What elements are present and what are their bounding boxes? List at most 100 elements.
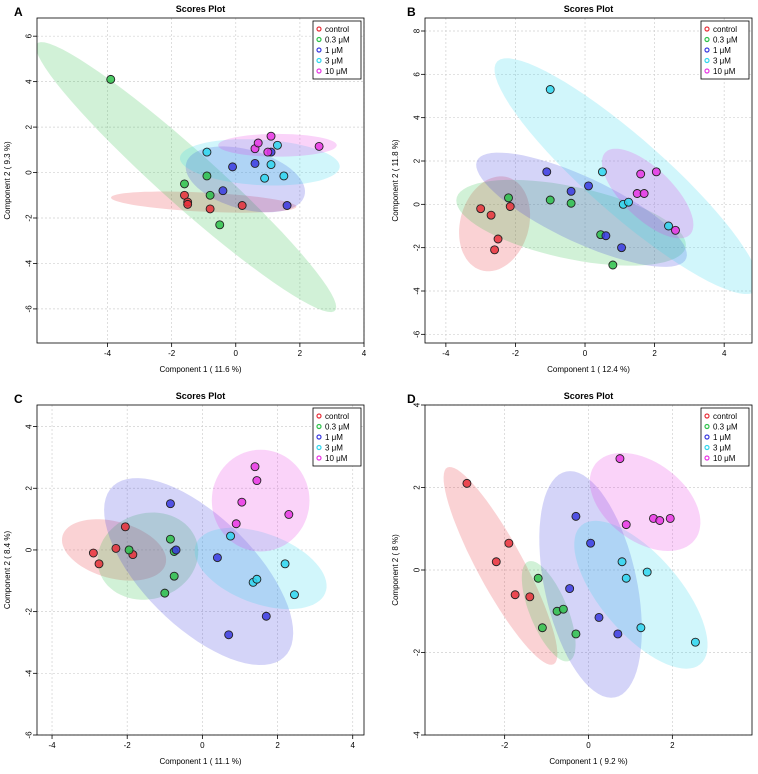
legend-marker bbox=[704, 26, 710, 32]
data-point-3-m bbox=[252, 574, 262, 584]
data-point-control bbox=[183, 199, 193, 209]
y-axis-label: Component 2 ( 8 %) bbox=[391, 534, 400, 606]
data-point-3-m bbox=[272, 140, 282, 150]
data-point-10-m bbox=[671, 225, 680, 235]
data-point-3-m bbox=[280, 559, 290, 569]
data-point-0-3-m bbox=[160, 588, 170, 598]
y-tick-label: -6 bbox=[25, 305, 34, 313]
data-point-control bbox=[525, 592, 535, 602]
data-point-1-m bbox=[594, 612, 604, 622]
data-point-1-m bbox=[171, 545, 181, 555]
y-axis-label: Component 2 ( 9.3 %) bbox=[3, 141, 12, 220]
y-tick-label: -4 bbox=[413, 287, 422, 295]
x-tick-label: 4 bbox=[362, 349, 367, 358]
y-tick-label: -4 bbox=[25, 669, 34, 677]
data-point-0-3-m bbox=[504, 193, 513, 203]
x-tick-label: 2 bbox=[670, 741, 675, 750]
panel-a: A Scores Plot -4 -2 0 2 4 -6 -4 -2 0 2 4 6 Component 1… bbox=[3, 4, 367, 374]
plot-frame bbox=[424, 17, 753, 344]
x-axis-label: Component 1 ( 12.4 %) bbox=[547, 365, 630, 374]
y-tick-label: 0 bbox=[413, 567, 422, 572]
x-tick-label: 0 bbox=[234, 349, 239, 358]
y-tick-label: 6 bbox=[25, 33, 34, 38]
data-point-1-m bbox=[212, 553, 222, 563]
legend-entry: 3 μM bbox=[325, 57, 343, 66]
data-point-control bbox=[493, 234, 503, 244]
data-point-control bbox=[94, 559, 104, 569]
data-point-10-m bbox=[639, 189, 649, 198]
legend-entry: 1 μM bbox=[713, 433, 731, 442]
data-point-10-m bbox=[636, 169, 646, 179]
legend-entry: control bbox=[713, 412, 737, 421]
y-tick-label: -6 bbox=[25, 731, 34, 739]
chart-title: Scores Plot bbox=[564, 4, 614, 14]
data-point-1-m bbox=[601, 231, 611, 241]
points bbox=[106, 74, 324, 230]
points bbox=[88, 462, 299, 640]
data-point-0-3-m bbox=[202, 171, 212, 181]
data-point-control bbox=[120, 522, 130, 532]
legend-marker bbox=[704, 413, 710, 419]
data-point-3-m bbox=[690, 637, 700, 647]
legend-entry: 10 μM bbox=[325, 454, 348, 463]
data-point-control bbox=[476, 204, 486, 214]
data-point-1-m bbox=[165, 499, 175, 509]
data-point-10-m bbox=[263, 147, 273, 157]
y-tick-label: -2 bbox=[413, 244, 422, 252]
x-axis-label: Component 1 ( 9.2 %) bbox=[549, 757, 628, 766]
y-tick-label: -2 bbox=[25, 608, 34, 616]
legend-entry: control bbox=[713, 25, 737, 34]
legend-marker bbox=[316, 68, 322, 74]
legend-marker bbox=[704, 423, 710, 430]
ellipse-3-m bbox=[180, 139, 340, 186]
data-point-control bbox=[504, 538, 514, 548]
data-point-10-m bbox=[250, 462, 260, 472]
data-point-1-m bbox=[586, 538, 596, 548]
ellipse-3-m bbox=[194, 527, 327, 610]
grid bbox=[37, 18, 365, 343]
data-point-control bbox=[486, 210, 496, 220]
legend-marker bbox=[316, 413, 322, 419]
legend-marker bbox=[316, 57, 322, 64]
data-point-3-m bbox=[642, 567, 652, 577]
data-point-10-m bbox=[253, 138, 263, 148]
y-tick-label: 4 bbox=[25, 79, 34, 84]
data-point-0-3-m bbox=[124, 545, 134, 555]
legend-entry: control bbox=[325, 25, 349, 34]
x-tick-label: 0 bbox=[586, 741, 591, 750]
x-tick-label: 4 bbox=[722, 349, 727, 358]
ellipse-3-m bbox=[574, 520, 708, 669]
points bbox=[462, 454, 700, 647]
legend-entry: 0.3 μM bbox=[325, 423, 350, 432]
y-tick-label: 2 bbox=[25, 124, 34, 129]
legend-marker bbox=[316, 423, 322, 430]
legend-marker bbox=[704, 444, 710, 451]
data-point-control bbox=[491, 557, 501, 567]
data-point-3-m bbox=[636, 623, 646, 633]
data-point-0-3-m bbox=[205, 190, 215, 200]
legend-entry: 0.3 μM bbox=[713, 36, 738, 45]
data-point-1-m bbox=[613, 629, 623, 639]
data-point-control bbox=[462, 478, 472, 488]
y-axis-label: Component 2 ( 11.8 %) bbox=[391, 139, 400, 221]
data-point-10-m bbox=[284, 510, 294, 519]
plot-frame bbox=[36, 404, 365, 736]
data-point-3-m bbox=[290, 590, 299, 600]
y-tick-label: -2 bbox=[413, 648, 422, 656]
x-axis-label: Component 1 ( 11.1 %) bbox=[159, 757, 241, 766]
panel-c: C Scores Plot -4 -2 0 2 4 -6 -4 -2 0 2 4 Component 1 … bbox=[3, 391, 365, 766]
ellipse-1-m bbox=[185, 146, 305, 213]
legend-entry: 3 μM bbox=[713, 444, 731, 453]
ellipse-control bbox=[443, 467, 558, 665]
data-point-3-m bbox=[597, 167, 607, 177]
data-point-10-m bbox=[651, 167, 661, 177]
x-axis-label: Component 1 ( 11.6 %) bbox=[159, 365, 241, 374]
data-point-3-m bbox=[621, 573, 631, 583]
data-point-0-3-m bbox=[165, 534, 175, 544]
data-point-0-3-m bbox=[215, 220, 225, 230]
ellipse-1-m bbox=[476, 152, 687, 267]
ellipse-10-m bbox=[589, 452, 701, 551]
data-point-10-m bbox=[266, 131, 276, 141]
